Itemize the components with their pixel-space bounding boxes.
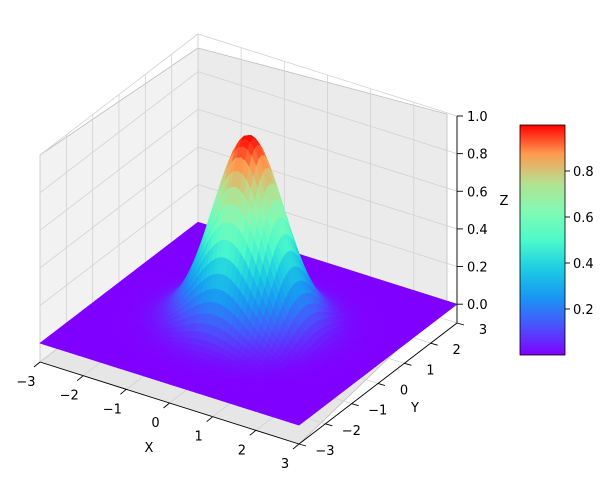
- x-tick-0: [33, 361, 41, 368]
- y-tick-5: [430, 342, 438, 346]
- y-tick-3: [377, 383, 386, 386]
- x-tick-label: −2: [60, 389, 79, 404]
- colorbar-ticks: 0.2 0.4 0.6 0.8: [565, 165, 594, 318]
- x-tick-label: 0: [151, 416, 159, 431]
- z-tick-label: 0.2: [467, 261, 488, 276]
- z-tick-label: 0.8: [467, 148, 488, 163]
- surface: [39, 135, 458, 426]
- grid-line-z-4: [39, 71, 458, 193]
- grid-line-z-5: [39, 33, 458, 156]
- axes: −3 −2 −1 0 1 2 3 −3 −2 −1 0 1 2 3 0.0 0.2 0.4 0.6 0.8 1.0: [16, 110, 487, 472]
- x-tick-5: [249, 429, 257, 436]
- colorbar-tick-label: 0.4: [573, 257, 594, 272]
- y-tick-label: −1: [368, 404, 387, 419]
- x-tick-4: [206, 416, 213, 423]
- grid-line-z-1: [39, 184, 458, 306]
- z-tick-label: 0.4: [467, 223, 488, 238]
- z-tick-label: 1.0: [467, 110, 488, 125]
- y-tick-label: 3: [479, 323, 487, 338]
- x-tick-label: 1: [195, 430, 203, 445]
- y-tick-label: 0: [400, 384, 408, 399]
- colorbar-tick-label: 0.6: [573, 211, 594, 226]
- x-tick-6: [292, 443, 300, 450]
- x-tick-1: [76, 375, 84, 382]
- y-tick-label: −3: [315, 444, 334, 459]
- colorbar-gradient: [519, 124, 566, 356]
- z-axis-label: Z: [500, 194, 509, 209]
- x-axis-label: X: [145, 441, 154, 456]
- y-tick-6: [456, 322, 465, 326]
- colorbar-tick-label: 0.2: [573, 303, 594, 318]
- y-tick-2: [351, 403, 359, 407]
- y-tick-label: −2: [342, 424, 361, 439]
- x-tick-3: [163, 402, 170, 409]
- colorbar: 0.2 0.4 0.6 0.8: [519, 124, 594, 356]
- y-tick-1: [325, 423, 333, 427]
- x-tick-label: 2: [238, 443, 246, 458]
- x-tick-label: 3: [281, 457, 289, 472]
- colorbar-tick-label: 0.8: [573, 165, 594, 180]
- x-tick-label: −3: [16, 375, 35, 390]
- y-tick-label: 1: [426, 363, 434, 378]
- grid-line-z-3: [39, 108, 458, 231]
- y-tick-0: [298, 443, 307, 447]
- x-tick-2: [120, 388, 127, 395]
- surface-patch: [294, 421, 303, 426]
- y-axis-label: Y: [410, 401, 419, 416]
- y-tick-label: 2: [453, 343, 461, 358]
- z-tick-label: 0.0: [467, 298, 488, 313]
- z-tick-label: 0.6: [467, 185, 488, 200]
- x-tick-label: −1: [103, 402, 122, 417]
- y-tick-4: [404, 362, 412, 366]
- grid-line-z-2: [39, 146, 458, 269]
